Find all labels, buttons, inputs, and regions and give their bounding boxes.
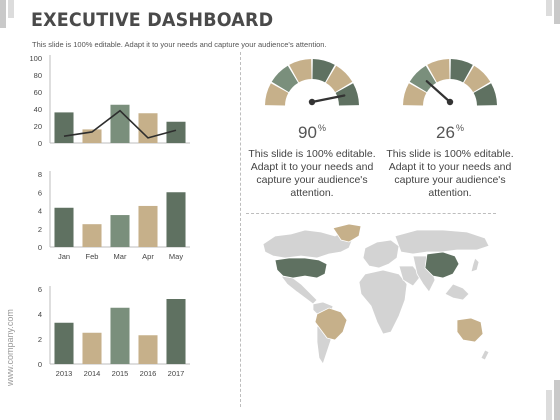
x-tick-label: 2015 <box>112 369 129 378</box>
y-tick-label: 100 <box>29 54 42 63</box>
gauge-segment <box>403 83 427 106</box>
gauge-1-description: This slide is 100% editable. Adapt it to… <box>248 148 376 199</box>
bar <box>110 215 130 247</box>
x-tick-label: Feb <box>86 252 99 261</box>
bar <box>138 335 158 364</box>
bar <box>166 192 186 247</box>
gauge-segment <box>335 83 359 106</box>
gauge-segment <box>325 65 353 93</box>
y-tick-label: 8 <box>38 170 42 179</box>
map-region-southeast-asia <box>444 283 470 301</box>
gauge-segment <box>312 59 335 83</box>
line-series <box>63 109 177 139</box>
bar <box>138 113 158 143</box>
gauge-2-description: This slide is 100% editable. Adapt it to… <box>386 148 514 199</box>
y-tick-label: 6 <box>38 285 42 294</box>
map-region-brazil <box>314 307 348 341</box>
page-title: EXECUTIVE DASHBOARD <box>31 9 274 31</box>
y-tick-label: 0 <box>38 139 42 148</box>
gauge-1-unit: % <box>317 123 326 133</box>
page-subtitle: This slide is 100% editable. Adapt it to… <box>32 40 327 49</box>
gauge-segment <box>450 59 473 83</box>
y-tick-label: 80 <box>34 71 42 80</box>
gauge-90-percent <box>265 59 359 106</box>
gauge-needle <box>310 94 346 104</box>
map-region-mexico <box>280 275 318 305</box>
gauge-segment <box>271 65 299 93</box>
combo-bar-line-chart: 0 20 40 60 80 100 <box>29 54 190 148</box>
bar <box>82 224 102 247</box>
y-tick-label: 0 <box>38 360 42 369</box>
gauge-2-number: 26 <box>436 123 455 142</box>
map-region-africa <box>358 269 408 335</box>
gauge-1-number: 90 <box>298 123 317 142</box>
monthly-bar-chart: 0 2 4 6 8 Jan Feb Mar Apr May <box>38 170 190 261</box>
map-region-canada <box>262 229 354 259</box>
map-region-russia <box>394 229 490 255</box>
bar <box>54 322 74 364</box>
gauge-segment <box>265 83 289 106</box>
bar <box>166 299 186 364</box>
map-region-europe <box>362 239 400 269</box>
gauge-needle <box>425 80 452 104</box>
gauge-segment <box>427 59 450 83</box>
bar <box>54 112 74 143</box>
bar <box>166 121 186 143</box>
horizontal-divider <box>246 213 496 214</box>
y-tick-label: 40 <box>34 105 42 114</box>
bar <box>110 307 130 364</box>
gauge-1-value: 90% <box>242 123 382 143</box>
vertical-divider <box>240 52 241 407</box>
yearly-bar-chart: 0 2 4 6 2013 2014 2015 2016 2017 <box>38 285 190 378</box>
x-tick-label: May <box>169 252 183 261</box>
y-tick-label: 60 <box>34 88 42 97</box>
map-region-middle-east <box>398 265 422 287</box>
map-region-china <box>424 251 460 279</box>
gauge-segment <box>289 59 312 83</box>
y-tick-label: 2 <box>38 225 42 234</box>
bar <box>138 205 158 247</box>
map-region-usa <box>274 257 328 279</box>
x-tick-label: 2017 <box>168 369 185 378</box>
gauge-needle-hub <box>308 98 316 106</box>
x-tick-label: Apr <box>142 252 154 261</box>
x-tick-label: Mar <box>114 252 127 261</box>
x-tick-label: 2014 <box>84 369 101 378</box>
x-tick-label: 2013 <box>56 369 73 378</box>
y-tick-label: 20 <box>34 122 42 131</box>
y-tick-label: 0 <box>38 243 42 252</box>
corner-decoration-top-left <box>0 0 14 28</box>
gauge-segment <box>409 65 437 93</box>
corner-decoration-bottom-right <box>546 380 560 420</box>
y-tick-label: 6 <box>38 188 42 197</box>
gauge-2-unit: % <box>455 123 464 133</box>
y-tick-label: 4 <box>38 207 42 216</box>
world-map <box>262 223 490 365</box>
gauge-segment <box>473 83 497 106</box>
map-region-greenland <box>332 223 362 243</box>
corner-decoration-top-right <box>546 0 560 24</box>
gauge-needle-hub <box>446 98 454 106</box>
gauge-2-value: 26% <box>380 123 520 143</box>
gauge-26-percent <box>403 59 497 106</box>
x-tick-label: Jan <box>58 252 70 261</box>
bar <box>54 207 74 247</box>
bar <box>82 332 102 364</box>
map-region-australia <box>456 317 484 343</box>
map-region-japan <box>470 257 480 273</box>
x-tick-label: 2016 <box>140 369 157 378</box>
y-tick-label: 4 <box>38 310 42 319</box>
map-region-new-zealand <box>480 349 490 361</box>
gauge-segment <box>463 65 491 93</box>
y-tick-label: 2 <box>38 335 42 344</box>
